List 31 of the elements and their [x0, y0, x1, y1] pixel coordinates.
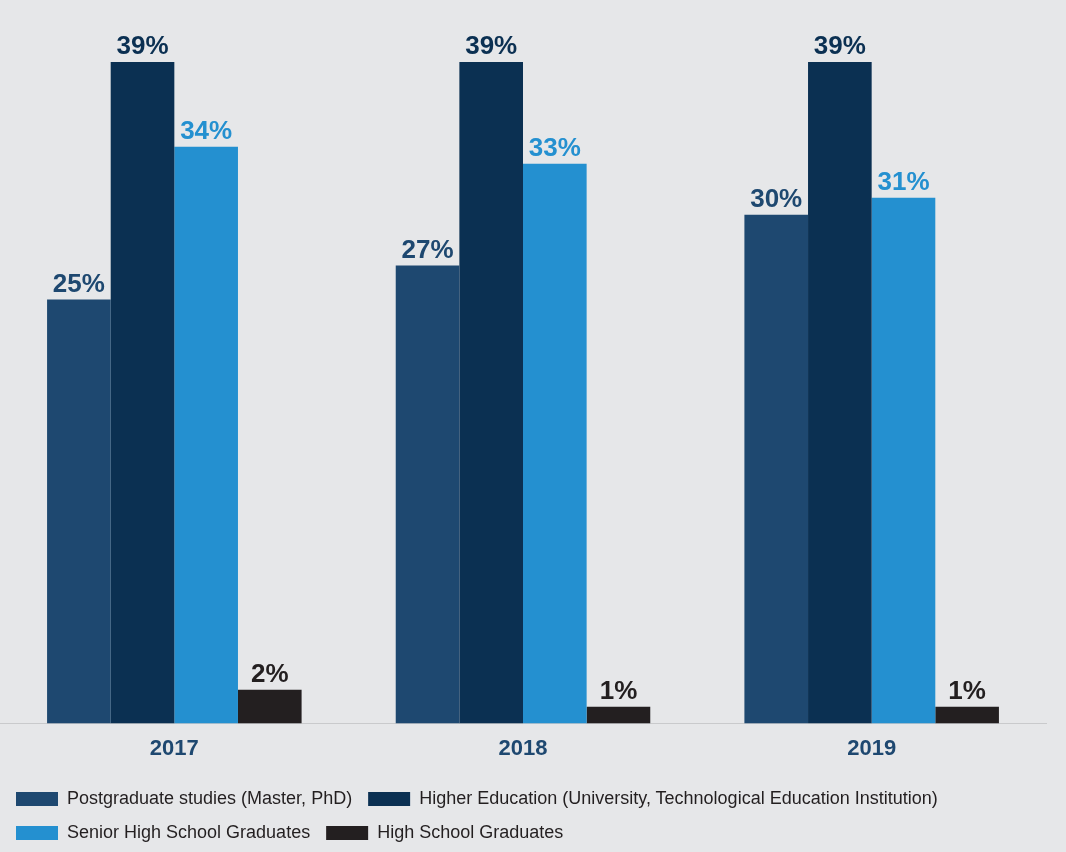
legend-label: Postgraduate studies (Master, PhD) [67, 787, 353, 808]
bar [935, 706, 999, 724]
legend-label: Higher Education (University, Technological Education Institution) [419, 787, 938, 808]
bar [395, 265, 460, 724]
bar [237, 689, 302, 724]
bar [744, 214, 809, 724]
legend-label: High School Graduates [377, 821, 564, 842]
bar [871, 197, 936, 724]
data-label: 30% [750, 182, 803, 213]
bar [47, 299, 111, 724]
bar [174, 146, 238, 724]
data-label: 25% [52, 267, 105, 298]
data-label: 33% [528, 131, 581, 162]
bar [808, 61, 872, 724]
data-label: 39% [465, 30, 518, 61]
x-tick-label: 2017 [149, 734, 199, 760]
data-label: 27% [401, 233, 454, 264]
x-tick-label: 2019 [847, 734, 897, 760]
legend-label: Senior High School Graduates [67, 821, 311, 842]
data-label: 31% [877, 165, 930, 196]
data-label: 1% [599, 674, 638, 705]
data-label: 2% [250, 657, 289, 688]
data-label: 39% [813, 30, 866, 61]
x-tick-label: 2018 [498, 734, 548, 760]
bar [459, 61, 523, 724]
data-label: 34% [180, 114, 233, 145]
bar [586, 706, 651, 724]
bar [523, 163, 587, 724]
data-label: 1% [948, 674, 986, 705]
data-label: 39% [116, 30, 169, 61]
bar [110, 61, 175, 724]
